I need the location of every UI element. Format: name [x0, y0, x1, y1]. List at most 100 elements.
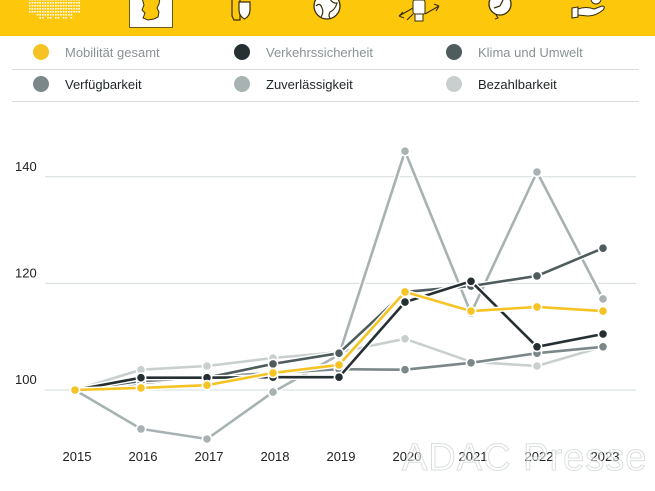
- legend-label: Verfügbarkeit: [65, 76, 142, 92]
- legend-marker: [234, 44, 250, 60]
- series-group: [69, 145, 609, 445]
- map-dot: [65, 2, 67, 4]
- data-point[interactable]: [267, 358, 279, 370]
- x-tick-label: 2023: [591, 449, 620, 464]
- germany-dotted-map-icon[interactable]: [25, 0, 85, 30]
- map-dot: [57, 8, 60, 10]
- data-point[interactable]: [399, 364, 411, 376]
- map-dot: [70, 8, 73, 10]
- map-dot: [62, 8, 65, 10]
- legend-marker: [33, 44, 49, 60]
- x-tick-label: 2020: [393, 449, 422, 464]
- data-point[interactable]: [531, 270, 543, 282]
- legend-item-bezahlbarkeit[interactable]: Bezahlbarkeit: [446, 76, 557, 92]
- data-point[interactable]: [531, 360, 543, 372]
- legend-item-zuverlaessigkeit[interactable]: Zuverlässigkeit: [234, 76, 353, 92]
- data-point[interactable]: [399, 145, 411, 157]
- data-point[interactable]: [597, 341, 609, 353]
- map-dot: [49, 8, 52, 10]
- map-dot: [34, 5, 36, 7]
- clock-refresh-icon[interactable]: [484, 0, 516, 30]
- map-dot: [47, 14, 49, 16]
- map-dot: [62, 5, 65, 7]
- map-dot: [70, 0, 73, 1]
- map-dot: [70, 14, 73, 16]
- data-point[interactable]: [267, 386, 279, 398]
- map-dot: [44, 14, 47, 16]
- germany-outline-icon: [141, 0, 161, 21]
- car-arrows-icon[interactable]: [393, 0, 445, 30]
- x-tick-label: 2017: [195, 449, 224, 464]
- data-point[interactable]: [135, 382, 147, 394]
- hand-coin-icon[interactable]: [566, 0, 610, 30]
- map-dot: [73, 5, 75, 7]
- car-shield-icon[interactable]: [226, 0, 256, 30]
- map-dot: [65, 0, 67, 1]
- map-dot: [52, 2, 54, 4]
- data-point[interactable]: [465, 357, 477, 369]
- x-tick-label: 2015: [63, 449, 92, 464]
- map-dot: [65, 17, 67, 19]
- legend-marker: [234, 76, 250, 92]
- data-point[interactable]: [201, 379, 213, 391]
- x-tick-label: 2022: [525, 449, 554, 464]
- data-point[interactable]: [201, 433, 213, 445]
- map-dot: [65, 8, 67, 10]
- data-point[interactable]: [531, 301, 543, 313]
- map-dot: [68, 11, 70, 13]
- data-point[interactable]: [333, 359, 345, 371]
- data-point[interactable]: [597, 293, 609, 305]
- map-dot: [70, 17, 73, 19]
- map-dot: [62, 11, 65, 13]
- data-point[interactable]: [465, 305, 477, 317]
- map-dot: [62, 14, 65, 16]
- data-point[interactable]: [399, 286, 411, 298]
- map-dot: [78, 8, 80, 10]
- map-dot: [47, 11, 49, 13]
- germany-outline-icon-button[interactable]: [129, 0, 173, 28]
- map-dot: [29, 5, 31, 7]
- data-point[interactable]: [399, 333, 411, 345]
- map-dot: [70, 2, 73, 4]
- legend-item-verfuegbarkeit[interactable]: Verfügbarkeit: [33, 76, 142, 92]
- map-dot: [34, 0, 36, 1]
- globe-icon[interactable]: [310, 0, 344, 30]
- map-dot: [42, 5, 44, 7]
- data-point[interactable]: [531, 166, 543, 178]
- data-point[interactable]: [399, 296, 411, 308]
- map-dot: [36, 14, 39, 16]
- data-point[interactable]: [69, 384, 81, 396]
- data-point[interactable]: [135, 423, 147, 435]
- data-point[interactable]: [333, 347, 345, 359]
- data-point[interactable]: [465, 275, 477, 287]
- legend-item-klima-und-umwelt[interactable]: Klima und Umwelt: [446, 44, 583, 60]
- map-dot: [60, 5, 62, 7]
- map-dot: [75, 11, 78, 13]
- y-tick-label: 140: [15, 159, 37, 174]
- data-point[interactable]: [531, 341, 543, 353]
- x-tick-label: 2021: [459, 449, 488, 464]
- map-dot: [52, 11, 54, 13]
- legend-item-verkehrssicherheit[interactable]: Verkehrssicherheit: [234, 44, 373, 60]
- data-point[interactable]: [597, 305, 609, 317]
- map-dot: [44, 0, 47, 1]
- map-dot: [36, 0, 39, 1]
- map-dot: [68, 14, 70, 16]
- series-mobilit-t-gesamt: [69, 286, 609, 396]
- data-point[interactable]: [333, 371, 345, 383]
- data-point[interactable]: [597, 328, 609, 340]
- data-point[interactable]: [201, 360, 213, 372]
- map-dot: [49, 14, 52, 16]
- map-dot: [52, 14, 54, 16]
- map-dot: [44, 5, 47, 7]
- map-dot: [34, 11, 36, 13]
- map-dot: [39, 17, 41, 19]
- data-point[interactable]: [597, 242, 609, 254]
- map-dot: [60, 2, 62, 4]
- data-point[interactable]: [135, 372, 147, 384]
- legend-divider: [12, 101, 639, 102]
- data-point[interactable]: [267, 367, 279, 379]
- map-dot: [47, 17, 49, 19]
- legend-item-mobilitaet-gesamt[interactable]: Mobilität gesamt: [33, 44, 160, 60]
